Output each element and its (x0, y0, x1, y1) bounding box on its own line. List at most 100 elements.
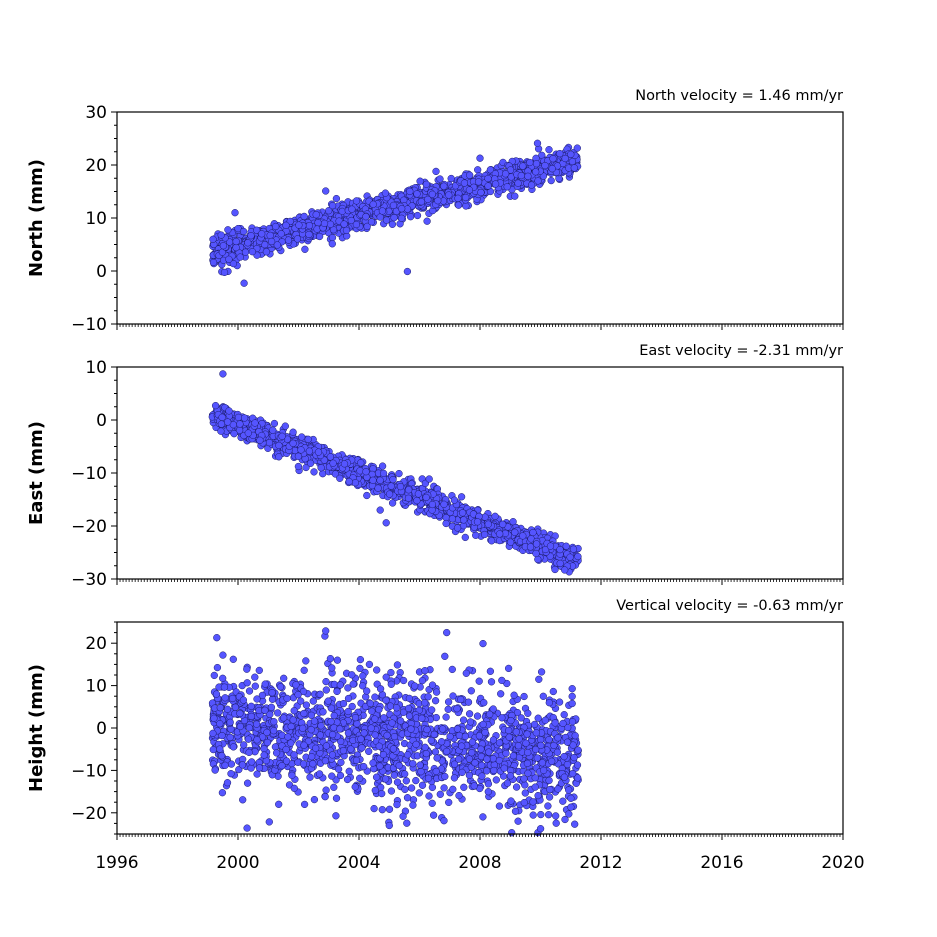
data-point (295, 221, 303, 229)
data-point (336, 474, 344, 482)
data-point (298, 433, 306, 441)
data-point (228, 694, 237, 703)
data-point (417, 198, 426, 206)
data-point (503, 183, 511, 191)
height-y-axis-label: Height (mm) (26, 664, 47, 792)
data-point (418, 676, 427, 685)
data-point (450, 774, 459, 782)
data-point (225, 255, 233, 263)
data-point (284, 236, 293, 244)
data-point (559, 797, 567, 805)
data-point (332, 194, 341, 203)
data-point (545, 146, 553, 154)
data-point (422, 180, 431, 188)
data-point (349, 680, 357, 688)
data-point (356, 467, 364, 475)
data-point (560, 752, 568, 761)
data-point (219, 242, 228, 250)
data-point (356, 774, 364, 782)
data-point (465, 186, 474, 194)
data-point (356, 664, 364, 673)
data-point (487, 678, 496, 686)
data-point (566, 553, 574, 561)
data-point (234, 413, 243, 422)
data-point (403, 819, 411, 827)
data-point (425, 792, 433, 800)
data-point (379, 469, 388, 478)
data-point (474, 166, 482, 174)
y-tick-label: −10 (71, 464, 107, 484)
data-point (519, 532, 527, 540)
data-point (302, 657, 310, 665)
data-point (403, 267, 412, 276)
east-panel: East velocity = -2.31 mm/yr East (mm) −3… (26, 343, 844, 590)
data-point (404, 751, 412, 759)
data-point (322, 786, 330, 794)
data-point (431, 748, 440, 756)
north-data-points (209, 139, 582, 287)
data-point (280, 674, 288, 682)
data-point (385, 490, 394, 498)
data-point (231, 209, 239, 217)
data-point (297, 446, 305, 454)
data-point (393, 778, 402, 786)
data-point (265, 818, 273, 826)
data-point (340, 460, 349, 468)
data-point (506, 538, 515, 546)
data-point (381, 189, 390, 197)
data-point (326, 453, 335, 461)
data-point (330, 724, 338, 732)
data-point (218, 413, 226, 421)
data-point (396, 482, 405, 491)
data-point (275, 441, 283, 450)
data-point (390, 214, 398, 222)
data-point (272, 222, 280, 231)
data-point (569, 545, 578, 553)
east-plot-frame (116, 366, 844, 580)
data-point (217, 231, 225, 239)
data-point (561, 154, 569, 163)
data-point (526, 158, 534, 167)
data-point (368, 707, 376, 715)
data-point (428, 799, 436, 807)
data-point (389, 201, 398, 210)
data-point (466, 171, 474, 179)
data-point (232, 243, 240, 252)
data-point (421, 667, 429, 675)
data-point (211, 401, 220, 410)
data-point (352, 197, 361, 205)
data-point (520, 692, 528, 701)
data-point (423, 217, 431, 225)
data-point (487, 537, 496, 545)
data-point (357, 459, 365, 467)
data-point (218, 789, 227, 797)
data-point (300, 212, 308, 221)
y-tick-label: 0 (96, 411, 107, 431)
data-point (458, 768, 466, 777)
data-point (507, 797, 515, 805)
data-point (258, 230, 266, 238)
data-point (460, 516, 468, 524)
data-point (248, 248, 257, 256)
data-point (432, 713, 440, 722)
data-point (460, 179, 469, 187)
data-point (270, 419, 279, 428)
data-point (305, 230, 313, 239)
data-point (294, 452, 303, 460)
data-point (225, 407, 233, 415)
data-point (453, 524, 462, 532)
data-point (547, 176, 555, 185)
data-point (387, 787, 396, 795)
data-point (393, 661, 402, 669)
data-point (393, 800, 401, 809)
data-point (523, 759, 532, 768)
data-point (462, 193, 470, 202)
data-point (499, 520, 507, 528)
data-point (568, 685, 576, 693)
data-point (548, 165, 556, 173)
data-point (275, 453, 283, 461)
data-point (539, 692, 547, 700)
vertical-velocity-annotation: Vertical velocity = -0.63 mm/yr (616, 598, 843, 614)
data-point (567, 794, 575, 802)
data-point (224, 418, 232, 426)
